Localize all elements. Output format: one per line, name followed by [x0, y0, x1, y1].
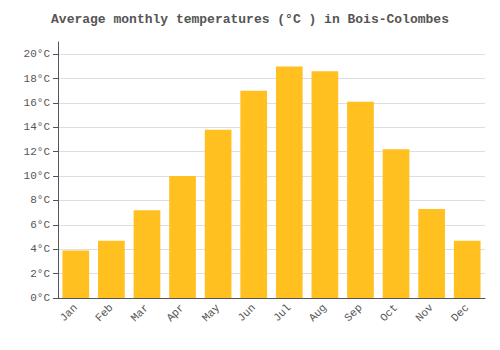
svg-text:18°C: 18°C	[24, 73, 51, 85]
svg-text:12°C: 12°C	[24, 146, 51, 158]
svg-text:Jan: Jan	[58, 302, 80, 324]
svg-text:6°C: 6°C	[30, 219, 50, 231]
svg-text:Jul: Jul	[271, 302, 293, 324]
svg-text:8°C: 8°C	[30, 194, 50, 206]
svg-text:Apr: Apr	[164, 302, 186, 324]
svg-text:May: May	[200, 301, 223, 324]
svg-text:Nov: Nov	[413, 301, 436, 324]
svg-text:Sep: Sep	[342, 302, 364, 324]
svg-text:Jun: Jun	[235, 302, 257, 324]
svg-text:0°C: 0°C	[30, 292, 50, 304]
svg-text:2°C: 2°C	[30, 268, 50, 280]
svg-text:Mar: Mar	[129, 302, 151, 324]
svg-text:20°C: 20°C	[24, 48, 51, 60]
svg-text:Feb: Feb	[93, 302, 115, 324]
svg-text:16°C: 16°C	[24, 97, 51, 109]
svg-text:4°C: 4°C	[30, 243, 50, 255]
svg-text:14°C: 14°C	[24, 121, 51, 133]
svg-text:Oct: Oct	[378, 302, 400, 324]
svg-text:Aug: Aug	[307, 302, 329, 324]
svg-text:Dec: Dec	[449, 302, 471, 324]
svg-text:10°C: 10°C	[24, 170, 51, 182]
svg-text:Average monthly temperatures (: Average monthly temperatures (°C ) in Bo…	[51, 12, 449, 27]
